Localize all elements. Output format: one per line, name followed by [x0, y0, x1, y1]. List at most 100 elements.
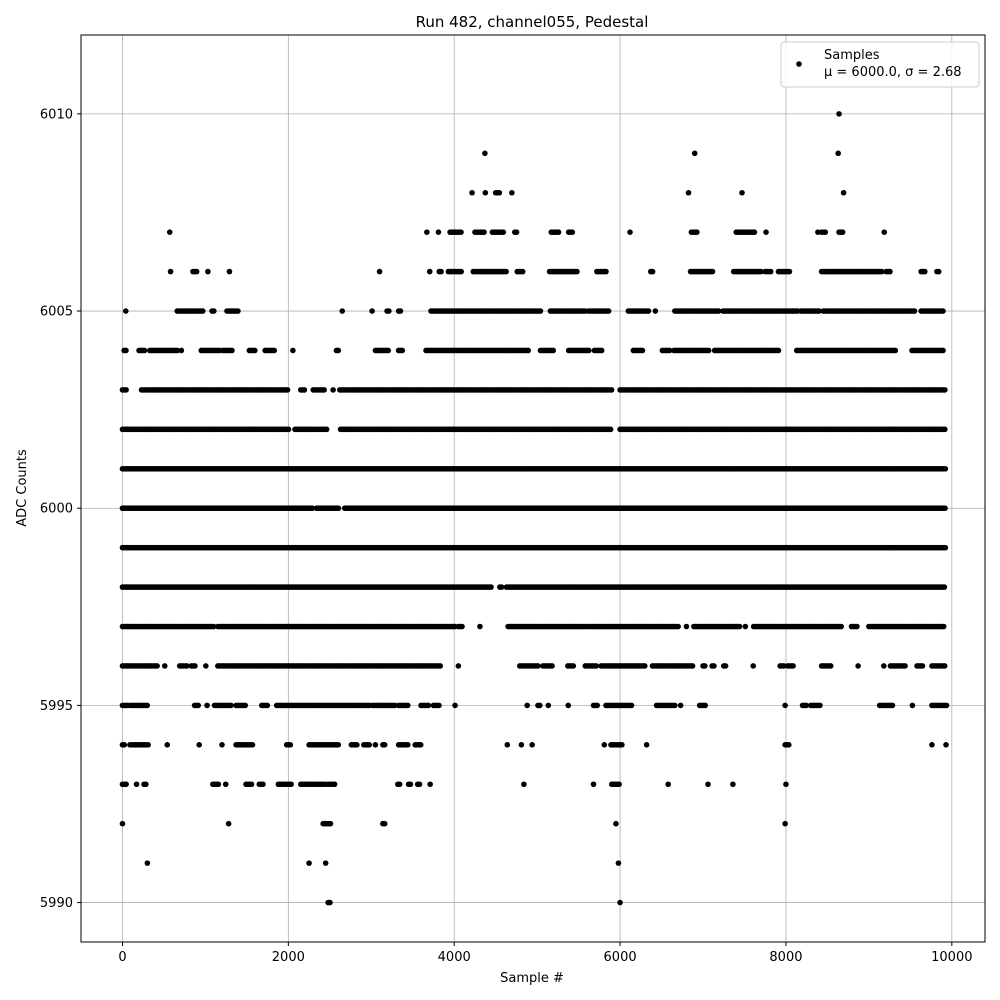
data-point: [219, 742, 225, 748]
data-point: [290, 347, 296, 354]
data-point: [593, 663, 599, 669]
data-point: [855, 663, 861, 669]
data-point: [123, 347, 129, 354]
data-point: [381, 742, 388, 748]
y-tick-label: 5990: [40, 896, 73, 911]
data-point: [228, 702, 234, 709]
data-point: [199, 308, 206, 314]
data-point: [435, 229, 442, 235]
data-point: [437, 663, 444, 669]
data-point: [940, 347, 946, 354]
legend-entry-label: Samples: [824, 48, 880, 63]
data-point: [675, 623, 681, 630]
data-point: [537, 702, 543, 709]
data-point: [249, 742, 256, 748]
data-point: [458, 229, 464, 235]
data-point: [513, 229, 520, 235]
data-point: [736, 623, 743, 630]
x-tick-label: 8000: [769, 950, 802, 965]
data-point: [331, 781, 338, 788]
data-point: [196, 742, 202, 748]
data-point: [335, 505, 342, 512]
data-point: [222, 781, 229, 788]
data-point: [184, 663, 190, 669]
data-point: [545, 702, 552, 709]
data-point: [715, 308, 722, 314]
data-point: [144, 702, 150, 709]
data-point: [881, 663, 887, 669]
data-point: [689, 663, 696, 669]
data-point: [940, 623, 947, 630]
data-point: [943, 702, 950, 709]
data-point: [327, 820, 334, 827]
data-point: [321, 387, 327, 393]
data-point: [694, 229, 700, 235]
data-point: [549, 663, 555, 669]
data-point: [763, 229, 769, 235]
data-point: [790, 663, 796, 669]
data-point: [284, 387, 291, 393]
data-point: [751, 229, 758, 235]
data-point: [288, 781, 294, 788]
data-point: [535, 663, 541, 669]
data-point: [469, 189, 475, 196]
data-point: [827, 663, 834, 669]
data-point: [242, 702, 249, 709]
data-point: [685, 189, 692, 196]
data-point: [386, 308, 392, 314]
data-point: [161, 663, 168, 669]
legend-box: [780, 41, 980, 88]
data-point: [639, 347, 646, 354]
data-point: [940, 308, 946, 314]
data-point: [167, 268, 174, 275]
data-point: [607, 426, 614, 433]
data-point: [902, 663, 908, 669]
data-point: [381, 820, 388, 827]
data-point: [666, 347, 673, 354]
data-point: [309, 505, 316, 512]
data-point: [330, 387, 336, 393]
data-point: [205, 268, 211, 275]
data-point: [203, 663, 209, 669]
data-point: [366, 742, 373, 748]
data-point: [619, 742, 625, 748]
data-point: [438, 268, 444, 275]
data-point: [417, 742, 424, 748]
data-point: [570, 663, 577, 669]
data-point: [252, 347, 258, 354]
data-point: [942, 387, 948, 393]
legend-marker: [796, 61, 802, 67]
data-point: [817, 702, 823, 709]
x-tick-label: 10000: [931, 950, 972, 965]
data-point: [452, 702, 458, 709]
data-point: [425, 702, 432, 709]
data-point: [407, 781, 414, 788]
data-point: [141, 347, 148, 354]
data-point: [287, 742, 294, 748]
data-point: [524, 702, 530, 709]
data-point: [775, 347, 782, 354]
data-point: [942, 544, 949, 551]
data-point: [210, 623, 217, 630]
data-point: [322, 860, 329, 866]
data-point: [500, 229, 507, 235]
data-point: [404, 742, 411, 748]
data-point: [816, 308, 822, 314]
data-point: [854, 623, 860, 630]
data-point: [226, 268, 233, 275]
data-point: [122, 308, 129, 314]
data-point: [178, 347, 185, 354]
data-point: [204, 702, 210, 709]
data-point: [123, 387, 129, 393]
legend-stats: μ = 6000.0, σ = 2.68: [824, 65, 962, 80]
data-point: [503, 268, 509, 275]
data-point: [892, 347, 899, 354]
data-point: [840, 189, 847, 196]
data-point: [881, 229, 888, 235]
data-point: [652, 308, 659, 314]
data-point: [677, 702, 684, 709]
data-point: [613, 820, 619, 827]
data-point: [601, 742, 608, 748]
data-point: [225, 820, 232, 827]
data-point: [836, 111, 842, 117]
